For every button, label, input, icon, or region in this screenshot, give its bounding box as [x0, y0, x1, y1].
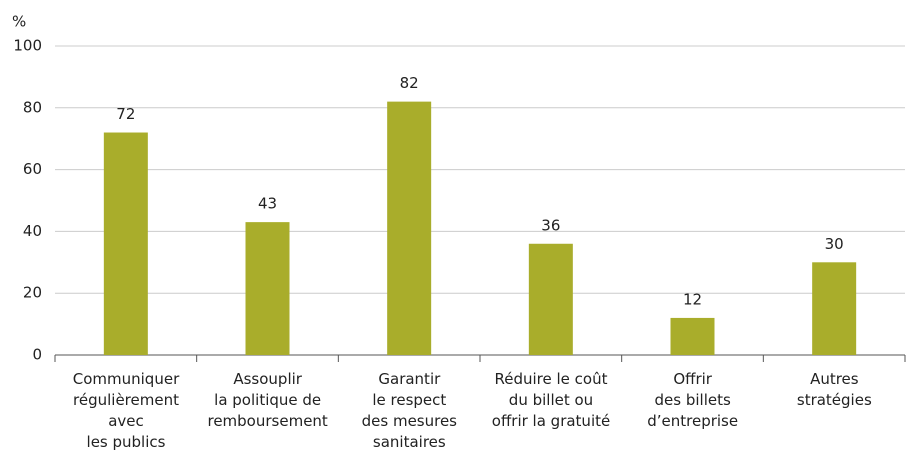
y-tick-label: 100: [13, 37, 42, 55]
x-tick-label: Assouplir la politique de remboursement: [207, 370, 328, 430]
y-tick-label: 40: [23, 222, 42, 240]
y-tick-label: 0: [32, 346, 42, 364]
bar: [528, 243, 573, 355]
y-unit: %: [12, 13, 26, 31]
y-tick-label: 60: [23, 160, 42, 178]
bar: [812, 262, 857, 355]
value-label: 12: [683, 290, 702, 308]
x-tick-label: Réduire le coût du billet ou offrir la g…: [491, 370, 611, 430]
bar: [103, 132, 148, 355]
y-tick-label: 20: [23, 284, 42, 302]
bar: [387, 101, 432, 356]
y-tick-label: 80: [23, 98, 42, 116]
value-label: 36: [541, 216, 560, 234]
x-tick-label: Offrir des billets d’entreprise: [647, 370, 739, 430]
value-label: 72: [116, 105, 135, 123]
value-label: 43: [258, 195, 277, 213]
x-tick-label: Garantir le respect des mesures sanitair…: [361, 370, 458, 451]
value-label: 82: [400, 74, 419, 92]
x-tick-label: Communiquer régulièrement avec les publi…: [72, 370, 180, 451]
value-label: 30: [825, 235, 844, 253]
bar: [245, 222, 290, 355]
x-tick-label: Autres stratégies: [796, 370, 872, 409]
bar: [670, 317, 715, 355]
